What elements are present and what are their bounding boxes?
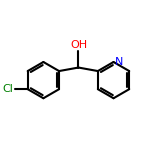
- Text: N: N: [115, 57, 123, 67]
- Text: OH: OH: [70, 40, 87, 50]
- Text: Cl: Cl: [2, 84, 13, 94]
